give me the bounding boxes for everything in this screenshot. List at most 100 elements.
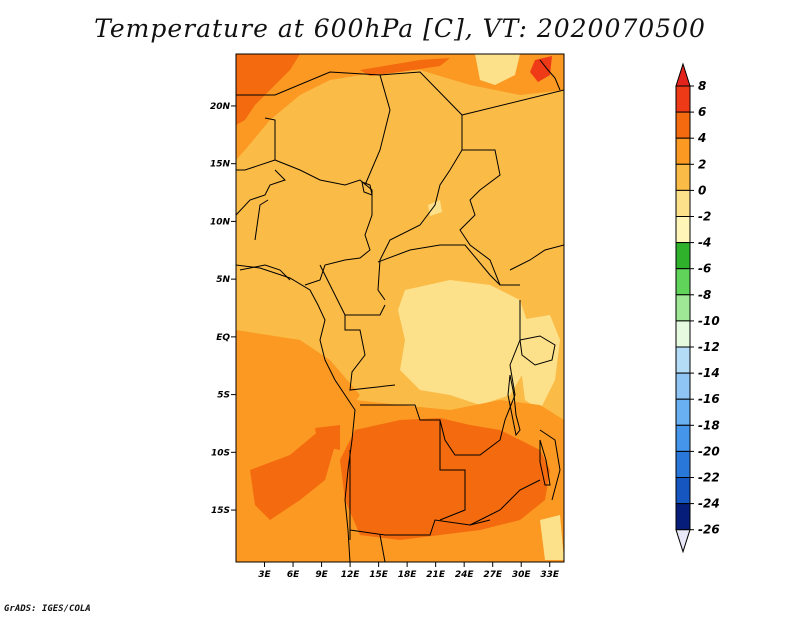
lon-tick-label: 21E bbox=[426, 570, 446, 580]
colorbar-swatch bbox=[675, 111, 691, 139]
contour-cool-northeast bbox=[475, 54, 520, 85]
lake-malawi bbox=[539, 439, 551, 486]
colorbar-swatch bbox=[675, 163, 691, 191]
country-borders bbox=[236, 71, 564, 562]
latitude-axis: 20N 15N 10N 5N EQ 5S 10S 15S bbox=[210, 102, 236, 516]
lon-tick-label: 33E bbox=[540, 570, 560, 580]
colorbar-swatch bbox=[675, 294, 691, 322]
colorbar-swatch bbox=[675, 398, 691, 426]
border-drc-south bbox=[360, 404, 506, 456]
border-angola-zambia bbox=[439, 420, 466, 521]
colorbar-label: -16 bbox=[698, 392, 720, 406]
map-frame bbox=[235, 53, 565, 563]
contour-cool-east bbox=[520, 315, 560, 410]
lat-tick-label: 5N bbox=[216, 275, 230, 285]
lat-tick-label: 5S bbox=[217, 391, 230, 401]
colorbar-label: -26 bbox=[698, 523, 720, 537]
lon-tick-label: 9E bbox=[315, 570, 328, 580]
colorbar-swatch bbox=[675, 216, 691, 244]
colorbar: 8 6 4 2 0 -2 -4 -6 -8 -10 -12 -14 -16 -18 -20 -22 -24 -26 bbox=[675, 62, 720, 554]
lon-tick-label: 24E bbox=[455, 570, 475, 580]
colorbar-label: -6 bbox=[698, 262, 711, 276]
contour-hot-north-strip bbox=[360, 58, 450, 76]
border-sahara bbox=[236, 71, 463, 301]
contour-hot-west-spot bbox=[315, 425, 340, 450]
lat-tick-label: 10N bbox=[210, 217, 231, 227]
colorbar-label: -22 bbox=[698, 471, 720, 485]
border-mozambique bbox=[539, 429, 561, 501]
colorbar-label: -8 bbox=[698, 288, 711, 302]
lon-tick-label: 27E bbox=[483, 570, 503, 580]
colorbar-label: 6 bbox=[698, 105, 706, 119]
colorbar-over-triangle bbox=[675, 62, 691, 87]
lon-tick-label: 12E bbox=[341, 570, 361, 580]
colorbar-swatch bbox=[675, 477, 691, 505]
longitude-axis: 3E 6E 9E 12E 15E 18E 21E 24E 27E 30E 33E bbox=[258, 562, 560, 580]
border-drc-east bbox=[504, 300, 521, 421]
colorbar-label: -20 bbox=[698, 444, 720, 458]
contour-cool-central bbox=[398, 280, 530, 405]
colorbar-label: 4 bbox=[697, 131, 706, 145]
colorbar-label: -14 bbox=[698, 366, 720, 380]
border-east-africa bbox=[509, 244, 564, 271]
lon-tick-label: 6E bbox=[287, 570, 300, 580]
lake-victoria bbox=[519, 335, 556, 366]
contour-hot-northeast bbox=[530, 56, 552, 82]
colorbar-swatch bbox=[675, 346, 691, 374]
contour-hot-southwest bbox=[250, 430, 335, 520]
lake-tanganyika bbox=[507, 374, 521, 437]
colorbar-under-triangle bbox=[675, 529, 691, 554]
lon-tick-label: 30E bbox=[512, 570, 532, 580]
colorbar-label: -2 bbox=[698, 210, 711, 224]
colorbar-label: 0 bbox=[698, 183, 706, 197]
colorbar-swatch bbox=[675, 85, 691, 113]
colorbar-swatch bbox=[675, 450, 691, 478]
east-coast bbox=[539, 59, 561, 91]
lat-tick-label: 20N bbox=[210, 102, 231, 112]
west-coast bbox=[236, 264, 356, 562]
colorbar-label: 2 bbox=[698, 157, 706, 171]
lat-tick-label: 10S bbox=[211, 448, 230, 458]
colorbar-swatch bbox=[675, 424, 691, 452]
contour-hot-south bbox=[340, 418, 550, 540]
coastlines bbox=[236, 59, 561, 562]
colorbar-label: -24 bbox=[698, 497, 720, 511]
contour-cool-southeast bbox=[540, 515, 564, 560]
colorbar-label: -4 bbox=[698, 236, 711, 250]
colorbar-swatch bbox=[675, 242, 691, 270]
border-car bbox=[377, 244, 501, 286]
colorbar-swatch bbox=[675, 372, 691, 400]
colorbar-swatch bbox=[675, 503, 691, 531]
border-niger-chad bbox=[274, 159, 373, 286]
lat-tick-label: 15N bbox=[210, 160, 231, 170]
lon-tick-label: 18E bbox=[398, 570, 418, 580]
colorbar-label: -12 bbox=[698, 340, 720, 354]
border-namibia bbox=[349, 450, 386, 562]
map-title: Temperature at 600hPa [C], VT: 202007050… bbox=[94, 14, 706, 43]
border-gabon-congo bbox=[344, 315, 396, 391]
contour-warm-west-coast bbox=[236, 330, 360, 410]
border-sudan bbox=[459, 149, 520, 286]
colorbar-swatch bbox=[675, 268, 691, 296]
colorbar-swatch bbox=[675, 320, 691, 348]
colorbar-label: -18 bbox=[698, 418, 720, 432]
lon-tick-label: 3E bbox=[258, 570, 271, 580]
border-zambia-zim bbox=[469, 479, 541, 526]
lat-tick-label: EQ bbox=[216, 333, 230, 343]
colorbar-swatch bbox=[675, 137, 691, 165]
border-chad-sudan bbox=[364, 74, 391, 186]
border-angola-namibia bbox=[349, 519, 491, 536]
border-ethiopia bbox=[461, 89, 564, 116]
contour-cool-spot bbox=[428, 200, 442, 216]
lon-tick-label: 15E bbox=[369, 570, 389, 580]
grads-credit: GrADS: IGES/COLA bbox=[4, 604, 91, 614]
colorbar-swatch bbox=[675, 189, 691, 217]
border-west-africa bbox=[236, 169, 286, 241]
colorbar-label: 8 bbox=[698, 79, 706, 93]
temperature-fill bbox=[236, 54, 564, 562]
colorbar-label: -10 bbox=[698, 314, 720, 328]
contour-hot-northwest bbox=[236, 54, 300, 125]
lake-chad bbox=[361, 181, 373, 196]
lat-tick-label: 15S bbox=[211, 506, 230, 516]
